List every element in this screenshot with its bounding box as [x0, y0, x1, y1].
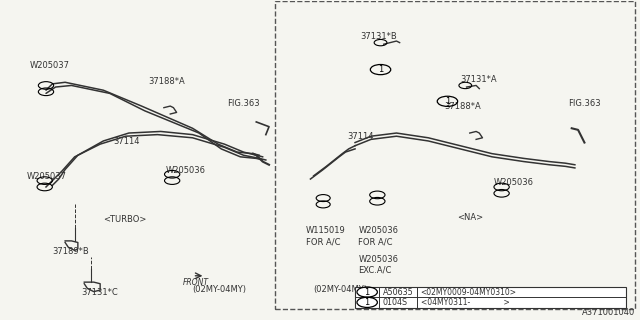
Text: 37188*A: 37188*A [444, 102, 481, 111]
Text: W115019: W115019 [306, 226, 346, 235]
Text: 1: 1 [365, 298, 370, 307]
Text: 1: 1 [365, 288, 370, 297]
Text: A371001040: A371001040 [582, 308, 636, 317]
Text: W205036: W205036 [358, 254, 398, 263]
Text: W205037: W205037 [27, 172, 67, 181]
Text: 37131*B: 37131*B [360, 32, 397, 42]
Text: FRONT: FRONT [183, 278, 209, 287]
Text: <TURBO>: <TURBO> [103, 215, 147, 224]
Text: FOR A/C: FOR A/C [358, 237, 393, 246]
Text: EXC.A/C: EXC.A/C [358, 266, 392, 275]
Text: 37131*C: 37131*C [81, 288, 118, 297]
Text: W205036: W205036 [166, 166, 206, 175]
Text: (02MY-04MY): (02MY-04MY) [314, 285, 367, 294]
Text: W205036: W205036 [358, 226, 398, 235]
Text: <04MY0311-              >: <04MY0311- > [420, 298, 509, 307]
Text: FIG.363: FIG.363 [228, 99, 260, 108]
Text: (02MY-04MY): (02MY-04MY) [193, 285, 246, 294]
Bar [355, 287, 626, 308]
Text: 1: 1 [378, 65, 383, 74]
Text: A50635: A50635 [383, 288, 413, 297]
Text: FIG.363: FIG.363 [568, 99, 601, 108]
Text: 37188*A: 37188*A [148, 77, 185, 86]
Text: W205036: W205036 [494, 178, 534, 188]
Text: 37131*A: 37131*A [460, 75, 497, 84]
Text: <NA>: <NA> [457, 213, 483, 222]
Text: W205037: W205037 [30, 61, 70, 70]
Text: <02MY0009-04MY0310>: <02MY0009-04MY0310> [420, 288, 516, 297]
Text: 1: 1 [445, 97, 450, 106]
Text: 37114: 37114 [113, 137, 140, 146]
Text: FOR A/C: FOR A/C [306, 237, 340, 246]
Text: 37114: 37114 [348, 132, 374, 141]
Text: 0104S: 0104S [383, 298, 408, 307]
Text: 37189*B: 37189*B [52, 247, 89, 256]
